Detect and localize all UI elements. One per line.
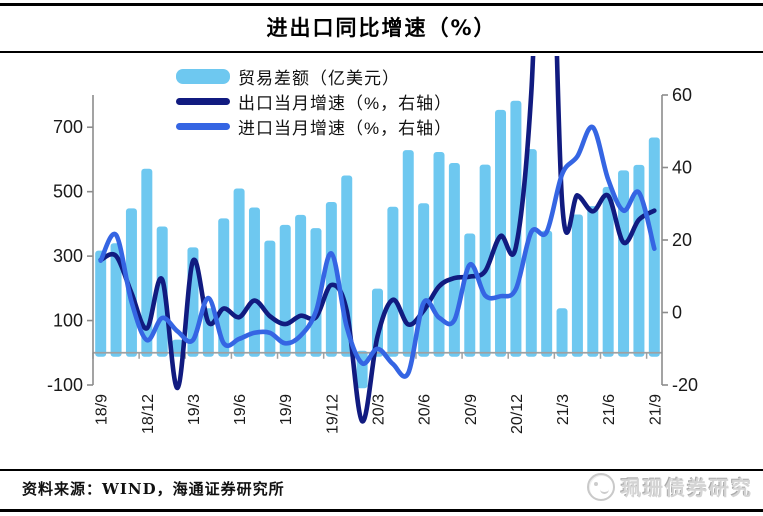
- export-growth-line: [98, 56, 657, 424]
- legend-item-export-growth: 出口当月增速（%，右轴）: [176, 89, 452, 114]
- chart-title: 进出口同比增速（%）: [266, 16, 497, 40]
- svg-text:21/3: 21/3: [555, 394, 572, 425]
- footer-divider-rule: [0, 469, 763, 471]
- x-tick-label: 19/12: [324, 394, 341, 434]
- x-tick-label: 19/9: [278, 394, 295, 425]
- x-tick-label: 20/3: [371, 394, 388, 425]
- svg-text:19/6: 19/6: [232, 394, 249, 425]
- x-tick-label: 21/6: [601, 394, 618, 425]
- x-tick-label: 20/12: [509, 394, 526, 434]
- svg-text:19/9: 19/9: [278, 394, 295, 425]
- svg-text:19/3: 19/3: [186, 394, 203, 425]
- svg-text:20/3: 20/3: [371, 394, 388, 425]
- left-axis-tick-label: 100: [53, 311, 83, 331]
- left-axis: 700 500 300 100 -100: [47, 95, 94, 395]
- left-axis-tick-label: -100: [47, 375, 83, 395]
- brand-watermark: 珮珊债券研究: [587, 472, 753, 501]
- brand-name: 珮珊债券研究: [621, 476, 753, 500]
- x-axis: 18/9 18/12 19/3 19/6 19/9 19/12 20/3 20/6 20/9 20…: [92, 351, 664, 434]
- svg-text:20/9: 20/9: [463, 394, 480, 425]
- right-axis-tick-label: 20: [672, 230, 692, 250]
- export-line-swatch-icon: [176, 98, 230, 105]
- left-axis-tick-label: 300: [53, 246, 83, 266]
- trade-balance-bars: [95, 100, 660, 389]
- chart-legend: 贸易差额（亿美元） 出口当月增速（%，右轴） 进口当月增速（%，右轴）: [176, 64, 452, 139]
- svg-text:18/9: 18/9: [94, 394, 111, 425]
- right-axis-tick-label: 0: [672, 303, 682, 323]
- trade-balance-bar-swatch-icon: [176, 69, 230, 84]
- x-tick-label: 21/3: [555, 394, 572, 425]
- x-tick-label: 18/9: [94, 394, 111, 425]
- x-tick-label: 20/9: [463, 394, 480, 425]
- right-axis-tick-label: 60: [672, 85, 692, 105]
- x-tick-label: 20/6: [417, 394, 434, 425]
- x-tick-label: 18/12: [140, 394, 157, 434]
- legend-label: 出口当月增速（%，右轴）: [238, 94, 453, 113]
- import-growth-line: [98, 124, 657, 379]
- legend-item-trade-balance: 贸易差额（亿美元）: [176, 64, 452, 89]
- right-axis-tick-label: 40: [672, 158, 692, 178]
- top-border-rule: [0, 3, 763, 6]
- left-axis-tick-label: 500: [53, 182, 83, 202]
- legend-label: 贸易差额（亿美元）: [238, 69, 400, 88]
- right-axis: 60 40 20 0 -20: [661, 85, 698, 395]
- data-source-note: 资料来源：WIND，海通证券研究所: [22, 480, 285, 498]
- legend-label: 进口当月增速（%，右轴）: [238, 119, 453, 138]
- svg-text:19/12: 19/12: [324, 394, 341, 434]
- svg-text:20/6: 20/6: [417, 394, 434, 425]
- svg-text:21/9: 21/9: [647, 394, 664, 425]
- svg-text:18/12: 18/12: [140, 394, 157, 434]
- bottom-border-rule: [0, 509, 763, 512]
- svg-text:20/12: 20/12: [509, 394, 526, 434]
- legend-item-import-growth: 进口当月增速（%，右轴）: [176, 114, 452, 139]
- x-tick-label: 19/6: [232, 394, 249, 425]
- left-axis-tick-label: 700: [53, 117, 83, 137]
- x-tick-label: 21/9: [647, 394, 664, 425]
- x-tick-label: 19/3: [186, 394, 203, 425]
- svg-text:21/6: 21/6: [601, 394, 618, 425]
- peishan-logo-icon: [587, 472, 615, 501]
- right-axis-tick-label: -20: [672, 375, 698, 395]
- import-line-swatch-icon: [176, 123, 230, 130]
- title-divider-rule: [0, 51, 763, 53]
